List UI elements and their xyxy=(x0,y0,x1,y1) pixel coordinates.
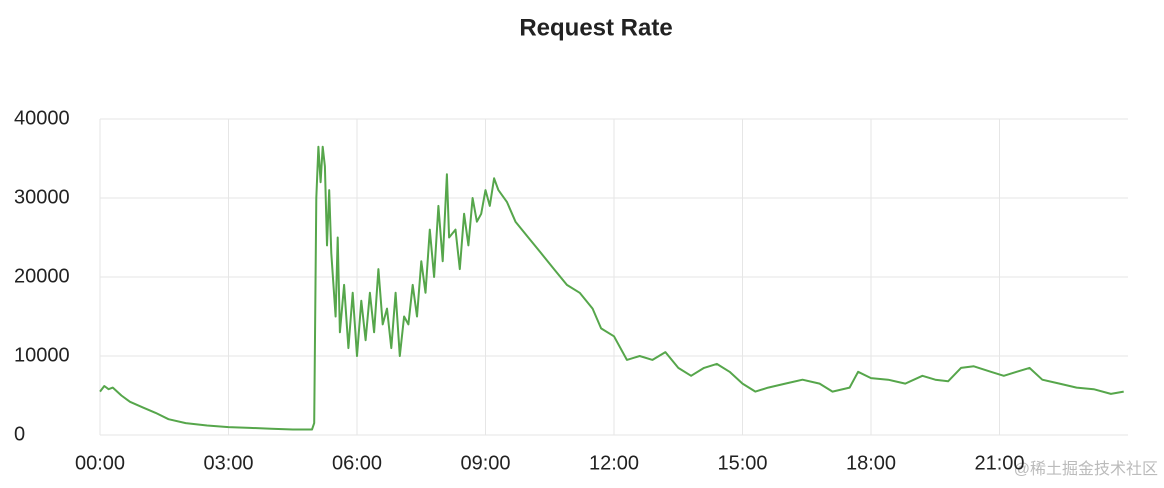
x-tick-label: 12:00 xyxy=(589,452,639,474)
y-tick-label: 0 xyxy=(14,423,25,445)
line xyxy=(99,145,1124,431)
x-tick-label: 15:00 xyxy=(717,452,767,474)
x-tick-label: 21:00 xyxy=(974,452,1024,474)
x-tick-label: 00:00 xyxy=(75,452,125,474)
y-tick-label: 40000 xyxy=(14,107,70,129)
x-tick-label: 06:00 xyxy=(332,452,382,474)
x-tick-label: 09:00 xyxy=(460,452,510,474)
x-tick-label: 03:00 xyxy=(203,452,253,474)
watermark: @稀土掘金技术社区 xyxy=(1014,460,1158,478)
y-tick-label: 30000 xyxy=(14,186,70,208)
x-tick-label: 18:00 xyxy=(846,452,896,474)
y-tick-label: 20000 xyxy=(14,265,70,287)
chart-title: Request Rate xyxy=(519,14,672,41)
grid xyxy=(99,118,1128,436)
y-tick-label: 10000 xyxy=(14,344,70,366)
